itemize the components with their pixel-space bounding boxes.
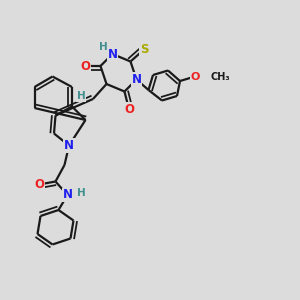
Text: CH₃: CH₃ xyxy=(210,72,230,82)
Text: O: O xyxy=(80,59,91,73)
Text: N: N xyxy=(64,139,74,152)
Text: N: N xyxy=(62,188,73,202)
Text: H: H xyxy=(76,188,85,199)
Text: O: O xyxy=(190,71,200,82)
Text: H: H xyxy=(76,91,85,101)
Text: O: O xyxy=(34,178,44,191)
Text: N: N xyxy=(107,47,118,61)
Text: N: N xyxy=(131,73,142,86)
Text: H: H xyxy=(98,41,107,52)
Text: S: S xyxy=(140,43,148,56)
Text: O: O xyxy=(124,103,134,116)
